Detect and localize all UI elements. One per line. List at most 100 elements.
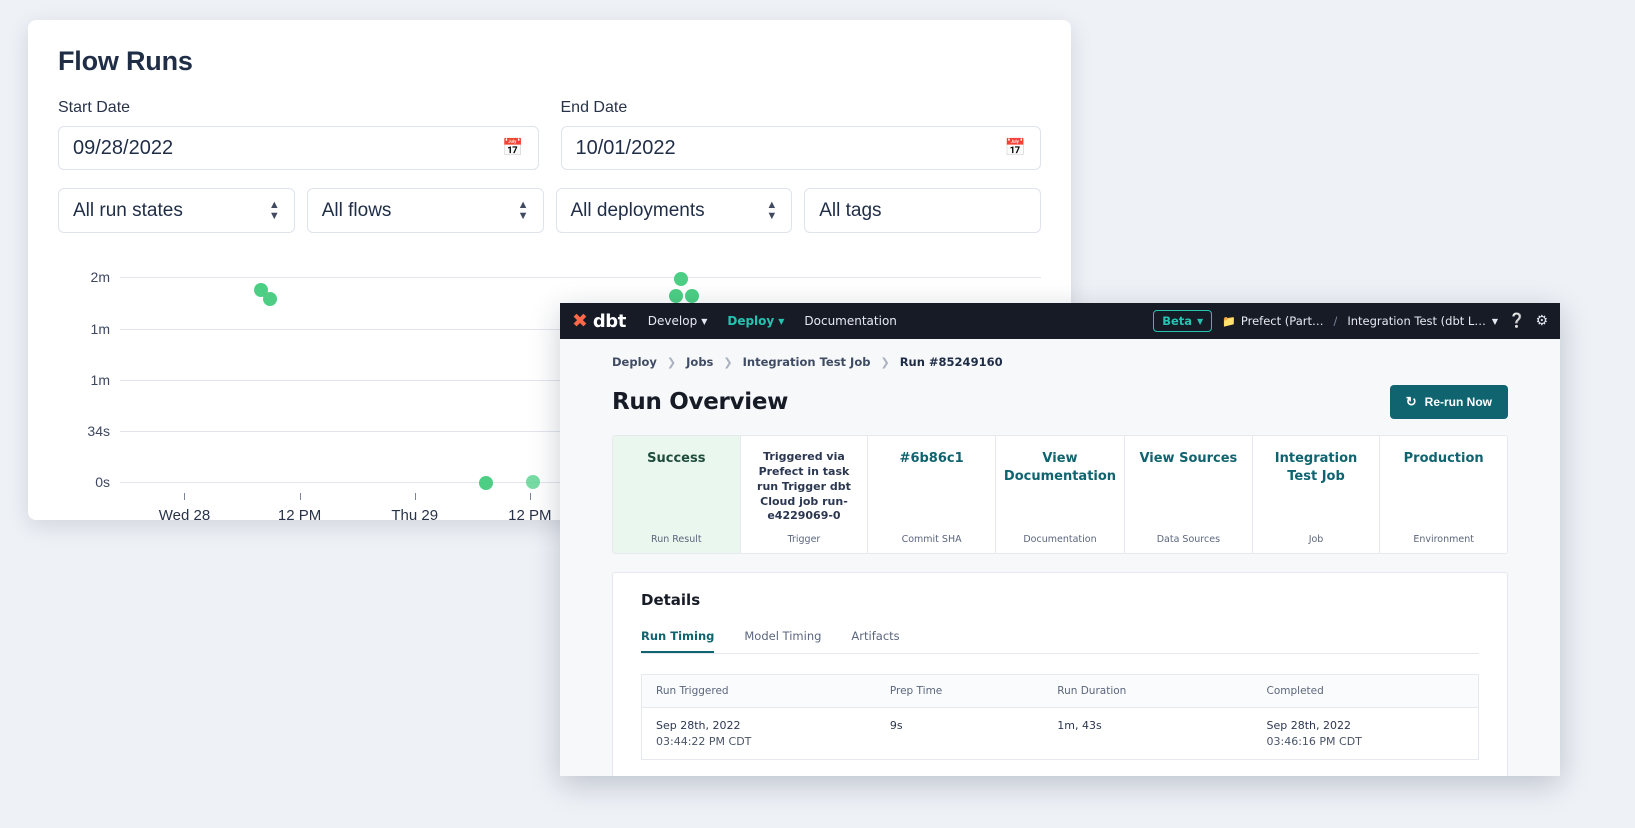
stat-data-sources-value[interactable]: View Sources [1139,451,1238,466]
dbt-logo[interactable]: ✖ dbt [572,311,626,332]
tab-model-timing[interactable]: Model Timing [744,629,822,644]
run-triggered-time: 03:44:22 PM CDT [656,735,752,749]
deployments-select[interactable]: All deployments ▲ ▼ [555,188,793,233]
nav-develop[interactable]: Develop ▼ [648,314,708,328]
table-header-row: Run Triggered Prep Time Run Duration Com… [641,674,1479,709]
details-card: Details Run Timing Model Timing Artifact… [612,572,1508,776]
run-overview-header: Run Overview ↻ Re-run Now [612,385,1508,419]
run-states-select[interactable]: All run states ▲ ▼ [58,188,295,233]
dbt-logo-mark-icon: ✖ [572,309,588,332]
grid-line [120,277,1041,278]
chevron-updown-icon: ▲ ▼ [517,198,529,222]
y-axis-tick-label: 2m [90,269,110,285]
breadcrumb-item-deploy[interactable]: Deploy [612,355,657,369]
stat-documentation: View Documentation Documentation [996,436,1126,554]
start-date-label: Start Date [58,99,131,116]
stat-commit-sha-value[interactable]: #6b86c1 [899,451,964,466]
scatter-point[interactable] [674,272,688,286]
run-states-value: All run states [73,199,183,221]
dbt-top-navbar: ✖ dbt Develop ▼ Deploy ▼ Documentation B… [560,303,1560,339]
stat-documentation-value[interactable]: View Documentation [1003,451,1117,484]
gear-icon[interactable]: ⚙ [1535,313,1548,329]
stat-documentation-label: Documentation [1023,534,1097,546]
col-completed: Completed [1252,674,1479,709]
stat-commit-sha-label: Commit SHA [901,534,962,546]
x-axis-tick-label: 12 PM [508,507,552,520]
col-run-triggered: Run Triggered [641,674,876,709]
run-triggered-date: Sep 28th, 2022 [656,719,741,733]
nav-deploy-label: Deploy [727,314,775,328]
col-run-duration: Run Duration [1043,674,1253,709]
x-axis-tick [299,493,301,500]
stat-run-result: Success Run Result [613,436,741,554]
table-row: Sep 28th, 2022 03:44:22 PM CDT 9s 1m, 43… [642,708,1479,760]
dbt-logo-text: dbt [592,310,626,332]
start-date-value: 09/28/2022 [73,136,174,159]
end-date-value: 10/01/2022 [575,136,676,159]
end-date-input[interactable]: 10/01/2022 📅 [560,126,1041,170]
completed-date: Sep 28th, 2022 [1266,719,1352,733]
environment-name: Integration Test (dbt L… [1347,314,1486,328]
start-date-input[interactable]: 09/28/2022 📅 [58,126,539,170]
calendar-icon[interactable]: 📅 [502,138,524,157]
crumb-separator: / [1333,314,1338,328]
prefect-flow-runs-window: Flow Runs Start Date 09/28/2022 📅 End Da… [28,20,1071,520]
rerun-now-button[interactable]: ↻ Re-run Now [1389,385,1508,419]
chevron-updown-icon: ▲ ▼ [766,198,778,222]
nav-documentation[interactable]: Documentation [804,314,897,328]
run-overview-title: Run Overview [612,389,789,415]
x-axis-tick [184,493,186,500]
scatter-point[interactable] [526,475,540,489]
breadcrumb-item-jobs[interactable]: Jobs [686,355,714,369]
tab-artifacts[interactable]: Artifacts [851,629,900,644]
x-axis-tick [414,493,416,500]
project-selector[interactable]: 📁 Prefect (Part… [1222,314,1323,328]
topbar-right-group: Beta ▼ 📁 Prefect (Part… / Integration Te… [1153,310,1548,332]
cell-run-duration: 1m, 43s [1057,719,1102,733]
beta-dropdown[interactable]: Beta ▼ [1153,310,1213,332]
stat-run-result-value: Success [647,451,706,466]
tab-run-timing[interactable]: Run Timing [641,629,715,654]
col-prep-time: Prep Time [875,674,1044,709]
chevron-right-icon: ❯ [666,355,677,369]
stat-job-value[interactable]: Integration Test Job [1274,451,1358,484]
run-timing-table: Run Triggered Prep Time Run Duration Com… [641,674,1479,761]
chevron-right-icon: ❯ [880,355,890,369]
stat-data-sources: View Sources Data Sources [1125,436,1253,554]
question-mark-icon[interactable]: ❔ [1508,313,1526,329]
stat-commit-sha: #6b86c1 Commit SHA [868,436,996,554]
details-title: Details [641,591,701,610]
y-axis-tick-label: 1m [90,372,110,388]
stat-data-sources-label: Data Sources [1156,534,1221,546]
tags-select[interactable]: All tags [804,188,1041,233]
chevron-down-icon: ▼ [778,316,785,326]
chevron-down-icon: ▼ [1491,316,1498,326]
breadcrumb-item-job[interactable]: Integration Test Job [742,355,871,369]
chevron-down-icon: ▼ [1197,316,1204,326]
scatter-point[interactable] [263,292,277,306]
calendar-icon[interactable]: 📅 [1004,138,1026,157]
scatter-point[interactable] [479,476,493,490]
stat-environment-label: Environment [1413,534,1474,546]
x-axis-tick-label: Thu 29 [391,507,439,520]
end-date-field: End Date 10/01/2022 📅 [560,99,1041,170]
run-stats-strip: Success Run Result Triggered via Prefect… [612,435,1508,555]
beta-label: Beta [1162,314,1193,328]
stat-job-label: Job [1308,534,1324,546]
y-axis-tick-label: 0s [95,474,110,490]
completed-time: 03:46:16 PM CDT [1266,735,1362,749]
nav-deploy[interactable]: Deploy ▼ [727,314,784,328]
x-axis-tick-label: Wed 28 [158,507,211,520]
environment-selector[interactable]: Integration Test (dbt L… ▼ [1347,314,1498,328]
scatter-point[interactable] [669,289,683,303]
stat-trigger-label: Trigger [787,534,821,546]
dbt-main-content: Deploy ❯ Jobs ❯ Integration Test Job ❯ R… [560,339,1560,776]
chevron-updown-icon: ▲ ▼ [268,198,280,222]
y-axis-tick-label: 34s [87,423,110,439]
flows-select[interactable]: All flows ▲ ▼ [306,188,544,233]
cell-completed: Sep 28th, 2022 03:46:16 PM CDT [1253,708,1479,760]
stat-environment-value[interactable]: Production [1403,451,1484,466]
nav-documentation-label: Documentation [804,314,897,328]
scatter-point[interactable] [685,289,699,303]
